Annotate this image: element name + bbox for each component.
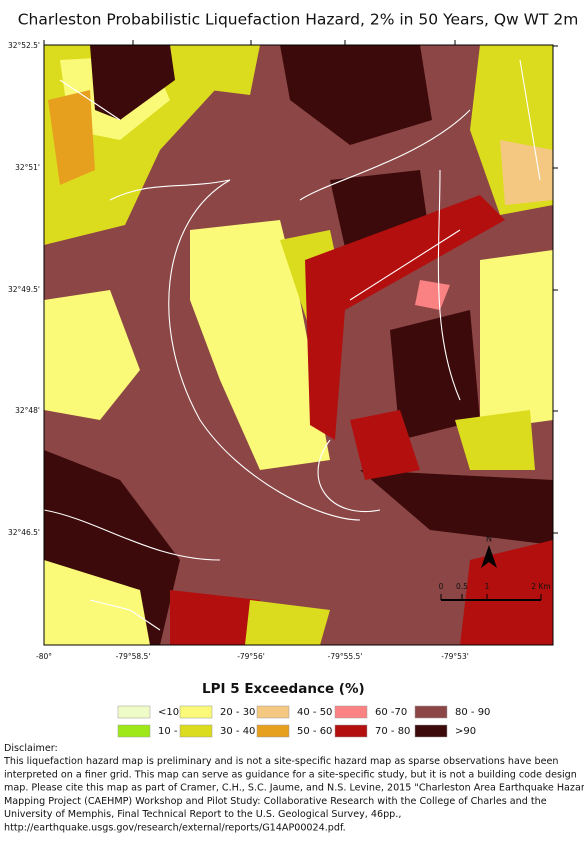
legend-label: 50 - 60 [297, 726, 332, 737]
scale-label: 0 [439, 582, 444, 591]
legend-swatch [117, 705, 151, 719]
legend-label: <10 [158, 707, 179, 718]
legend-swatch [179, 705, 213, 719]
latitude-label: 32°48' [15, 406, 40, 415]
legend-label: 80 - 90 [455, 707, 490, 718]
legend-label: 70 - 80 [375, 726, 410, 737]
legend-label: >90 [455, 726, 476, 737]
legend-label: 30 - 40 [220, 726, 255, 737]
legend-title: LPI 5 Exceedance (%) [202, 681, 365, 697]
legend-swatch [179, 724, 213, 738]
legend-swatch [334, 724, 368, 738]
map-image [43, 44, 554, 646]
scale-label: 0.5 [456, 582, 468, 591]
legend-swatch [117, 724, 151, 738]
longitude-label: -79°55.5' [328, 652, 363, 661]
legend-label: 20 - 30 [220, 707, 255, 718]
disclaimer-line: http://earthquake.usgs.gov/research/exte… [4, 823, 346, 834]
longitude-label: -79°53' [441, 652, 469, 661]
legend-swatch [334, 705, 368, 719]
disclaimer-line: University of Memphis, Final Technical R… [4, 809, 401, 820]
north-label: N [486, 535, 492, 544]
map-title: Charleston Probabilistic Liquefaction Ha… [18, 11, 579, 29]
longitude-label: -80° [36, 652, 52, 661]
legend-swatch [256, 705, 290, 719]
disclaimer-heading: Disclaimer: [4, 743, 58, 754]
latitude-label: 32°46.5' [8, 528, 40, 537]
scale-label: 1 [485, 582, 490, 591]
legend-label: 40 - 50 [297, 707, 332, 718]
legend-label: 10 - 20 [158, 726, 193, 737]
latitude-label: 32°52.5' [8, 41, 40, 50]
disclaimer-line: interpreted on a finer grid. This map ca… [4, 769, 577, 780]
latitude-label: 32°51' [15, 163, 40, 172]
legend-swatch [414, 724, 448, 738]
longitude-label: -79°56' [237, 652, 265, 661]
scale-bar [441, 545, 541, 601]
legend-swatch [256, 724, 290, 738]
latitude-label: 32°49.5' [8, 285, 40, 294]
disclaimer-line: This liquefaction hazard map is prelimin… [3, 756, 558, 767]
legend-label: 60 -70 [375, 707, 407, 718]
legend-swatch [414, 705, 448, 719]
longitude-label: -79°58.5' [116, 652, 151, 661]
disclaimer-line: map. Please cite this map as part of Cra… [4, 783, 584, 794]
disclaimer-line: Mapping Project (CAEHMP) Workshop and Pi… [4, 796, 547, 807]
scale-label: 2 Km [531, 582, 550, 591]
